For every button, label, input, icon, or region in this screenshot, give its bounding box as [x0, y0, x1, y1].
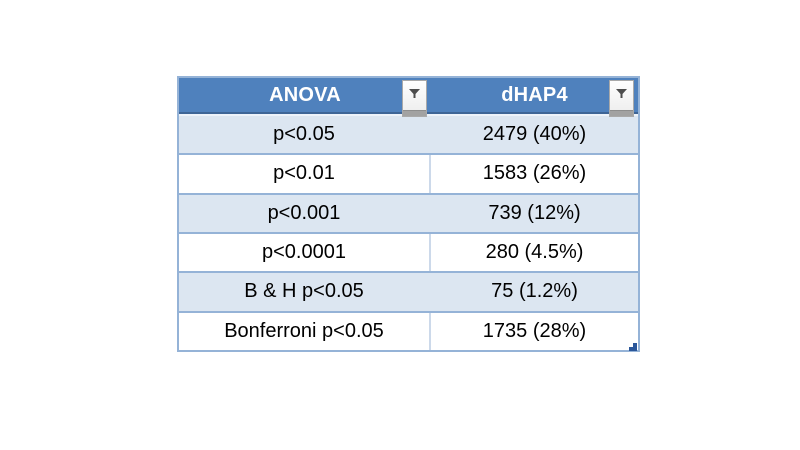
filter-funnel-icon: [409, 87, 420, 102]
cell-dhap4: 280 (4.5%): [485, 241, 584, 264]
column-header-anova: ANOVA: [179, 78, 431, 117]
filter-button-grip: [610, 110, 633, 116]
table-body: p<0.05 2479 (40%) p<0.01 1583 (26%) p<0.…: [179, 114, 638, 350]
cell-dhap4: 2479 (40%): [482, 123, 587, 146]
table-header-row: ANOVA dHAP4: [179, 78, 638, 117]
column-header-anova-label: ANOVA: [269, 83, 341, 106]
column-header-dhap4: dHAP4: [431, 78, 638, 117]
table-row: p<0.001 739 (12%): [179, 192, 638, 232]
cell-anova: Bonferroni p<0.05: [179, 312, 431, 350]
filter-dropdown-button-anova[interactable]: [402, 80, 427, 117]
table-row: p<0.0001 280 (4.5%): [179, 231, 638, 272]
column-header-dhap4-label: dHAP4: [501, 83, 568, 106]
filter-funnel-icon: [616, 87, 627, 102]
cell-anova: p<0.0001: [179, 233, 431, 272]
filter-dropdown-button-dhap4[interactable]: [609, 80, 634, 117]
anova-results-table: ANOVA dHAP4 p<0.0: [177, 76, 640, 352]
cell-anova: p<0.001: [267, 201, 341, 224]
cell-anova: B & H p<0.05: [244, 280, 364, 303]
table-row: p<0.01 1583 (26%): [179, 153, 638, 193]
cell-anova: p<0.01: [179, 155, 431, 193]
cell-anova: p<0.05: [273, 123, 335, 146]
table-row: Bonferroni p<0.05 1735 (28%): [179, 310, 638, 350]
cell-dhap4: 75 (1.2%): [491, 280, 578, 303]
cell-dhap4: 1583 (26%): [482, 162, 587, 185]
cell-dhap4: 739 (12%): [488, 201, 581, 224]
filter-button-grip: [403, 110, 426, 116]
table-row: p<0.05 2479 (40%): [179, 116, 638, 154]
table-row: B & H p<0.05 75 (1.2%): [179, 271, 638, 311]
table-resize-handle-icon[interactable]: [626, 338, 637, 351]
cell-dhap4: 1735 (28%): [482, 319, 587, 342]
